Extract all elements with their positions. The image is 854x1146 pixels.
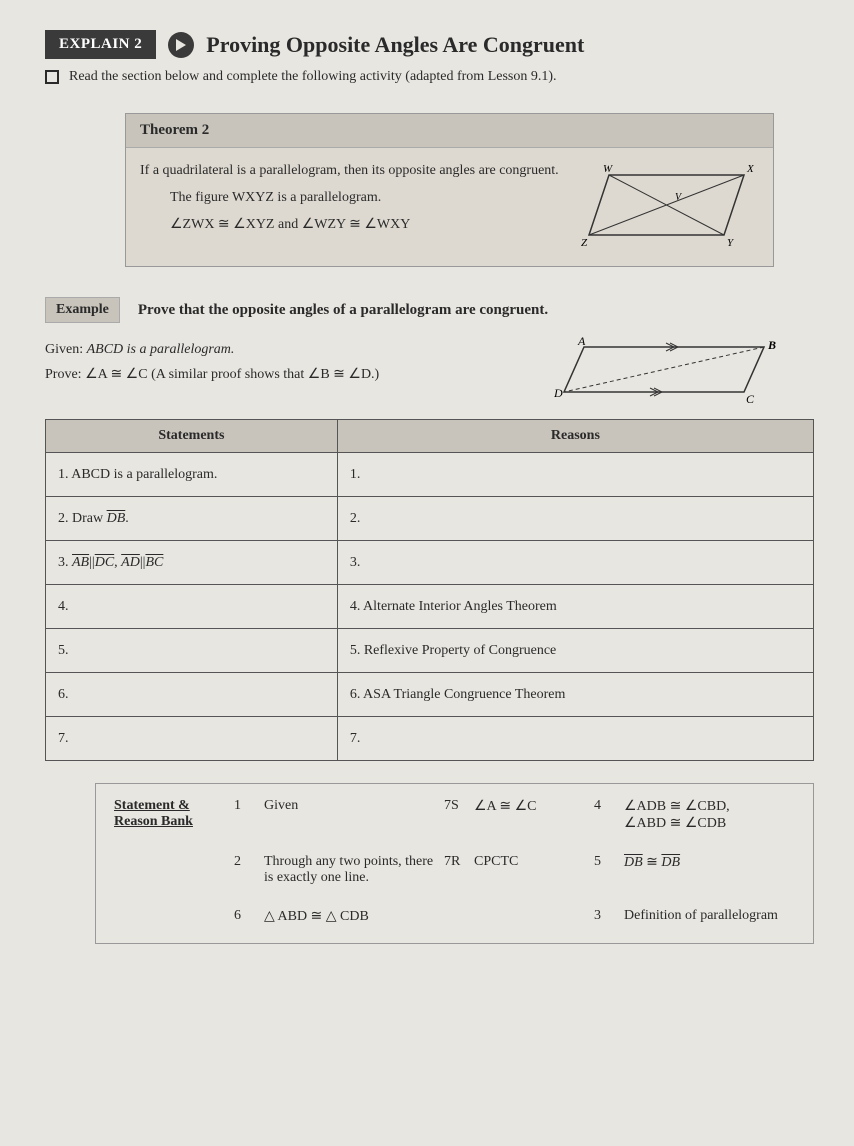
- bank-item: △ ABD ≅ △ CDB: [264, 908, 444, 925]
- table-row: 3. AB||DC, AD||BC3.: [46, 541, 814, 585]
- theorem-head: Theorem 2: [126, 114, 773, 148]
- label-y: Y: [727, 237, 735, 249]
- checkbox-icon[interactable]: [45, 70, 59, 84]
- explain-badge: EXPLAIN 2: [45, 30, 156, 59]
- bank-item: ∠A ≅ ∠C: [474, 798, 594, 815]
- theorem-line1: If a quadrilateral is a parallelogram, t…: [140, 160, 559, 181]
- page-title: Proving Opposite Angles Are Congruent: [206, 32, 584, 58]
- table-row: 5.5. Reflexive Property of Congruence: [46, 629, 814, 673]
- label-x: X: [746, 163, 755, 175]
- theorem-text: If a quadrilateral is a parallelogram, t…: [140, 160, 559, 250]
- label-b: B: [767, 338, 776, 352]
- theorem-line2: The figure WXYZ is a parallelogram.: [170, 187, 559, 208]
- bank-num: 1: [234, 798, 264, 814]
- bank-num: 3: [594, 908, 624, 924]
- prove-line: Prove: ∠A ≅ ∠C (A similar proof shows th…: [45, 362, 379, 387]
- bank-num: 5: [594, 854, 624, 870]
- parallelogram-abcd: A B C D: [554, 337, 784, 407]
- bank-num: 2: [234, 854, 264, 870]
- bank-num: 7R: [444, 854, 474, 870]
- label-a: A: [577, 337, 586, 348]
- label-d: D: [554, 386, 563, 400]
- label-z: Z: [581, 237, 588, 249]
- bank-item: CPCTC: [474, 854, 594, 870]
- bank-num: 6: [234, 908, 264, 924]
- given-row: Given: ABCD is a parallelogram. Prove: ∠…: [45, 337, 814, 407]
- bank-num: 7S: [444, 798, 474, 814]
- table-row: 7.7.: [46, 717, 814, 761]
- bank-box: Statement & Reason Bank 1 Given 7S ∠A ≅ …: [95, 783, 814, 944]
- proof-table: Statements Reasons 1. ABCD is a parallel…: [45, 419, 814, 761]
- table-row: 2. Draw DB.2.: [46, 497, 814, 541]
- bank-head: Statement & Reason Bank: [114, 798, 234, 830]
- theorem-line3: ∠ZWX ≅ ∠XYZ and ∠WZY ≅ ∠WXY: [170, 214, 559, 235]
- given-line: Given: ABCD is a parallelogram.: [45, 337, 379, 362]
- label-c: C: [746, 392, 755, 406]
- theorem-box: Theorem 2 If a quadrilateral is a parall…: [125, 113, 774, 267]
- subhead: Read the section below and complete the …: [45, 69, 814, 85]
- label-v: V: [675, 192, 683, 203]
- bank-item: Given: [264, 798, 444, 814]
- table-row: 4.4. Alternate Interior Angles Theorem: [46, 585, 814, 629]
- bank-item: Definition of parallelogram: [624, 908, 784, 924]
- parallelogram-wxyz: W X Y Z V: [579, 160, 759, 250]
- bank-item: Through any two points, there is exactly…: [264, 854, 444, 886]
- table-row: 6.6. ASA Triangle Congruence Theorem: [46, 673, 814, 717]
- label-w: W: [603, 163, 613, 175]
- table-row: 1. ABCD is a parallelogram.1.: [46, 453, 814, 497]
- example-prompt: Prove that the opposite angles of a para…: [138, 302, 548, 319]
- header-row: EXPLAIN 2 Proving Opposite Angles Are Co…: [45, 30, 814, 59]
- play-icon[interactable]: [168, 32, 194, 58]
- bank-item: DB ≅ DB: [624, 854, 784, 871]
- col-reasons: Reasons: [337, 420, 813, 453]
- bank-item: ∠ADB ≅ ∠CBD, ∠ABD ≅ ∠CDB: [624, 798, 784, 832]
- subtitle-text: Read the section below and complete the …: [69, 69, 557, 85]
- example-row: Example Prove that the opposite angles o…: [45, 297, 814, 323]
- bank-num: 4: [594, 798, 624, 814]
- example-badge: Example: [45, 297, 120, 323]
- col-statements: Statements: [46, 420, 338, 453]
